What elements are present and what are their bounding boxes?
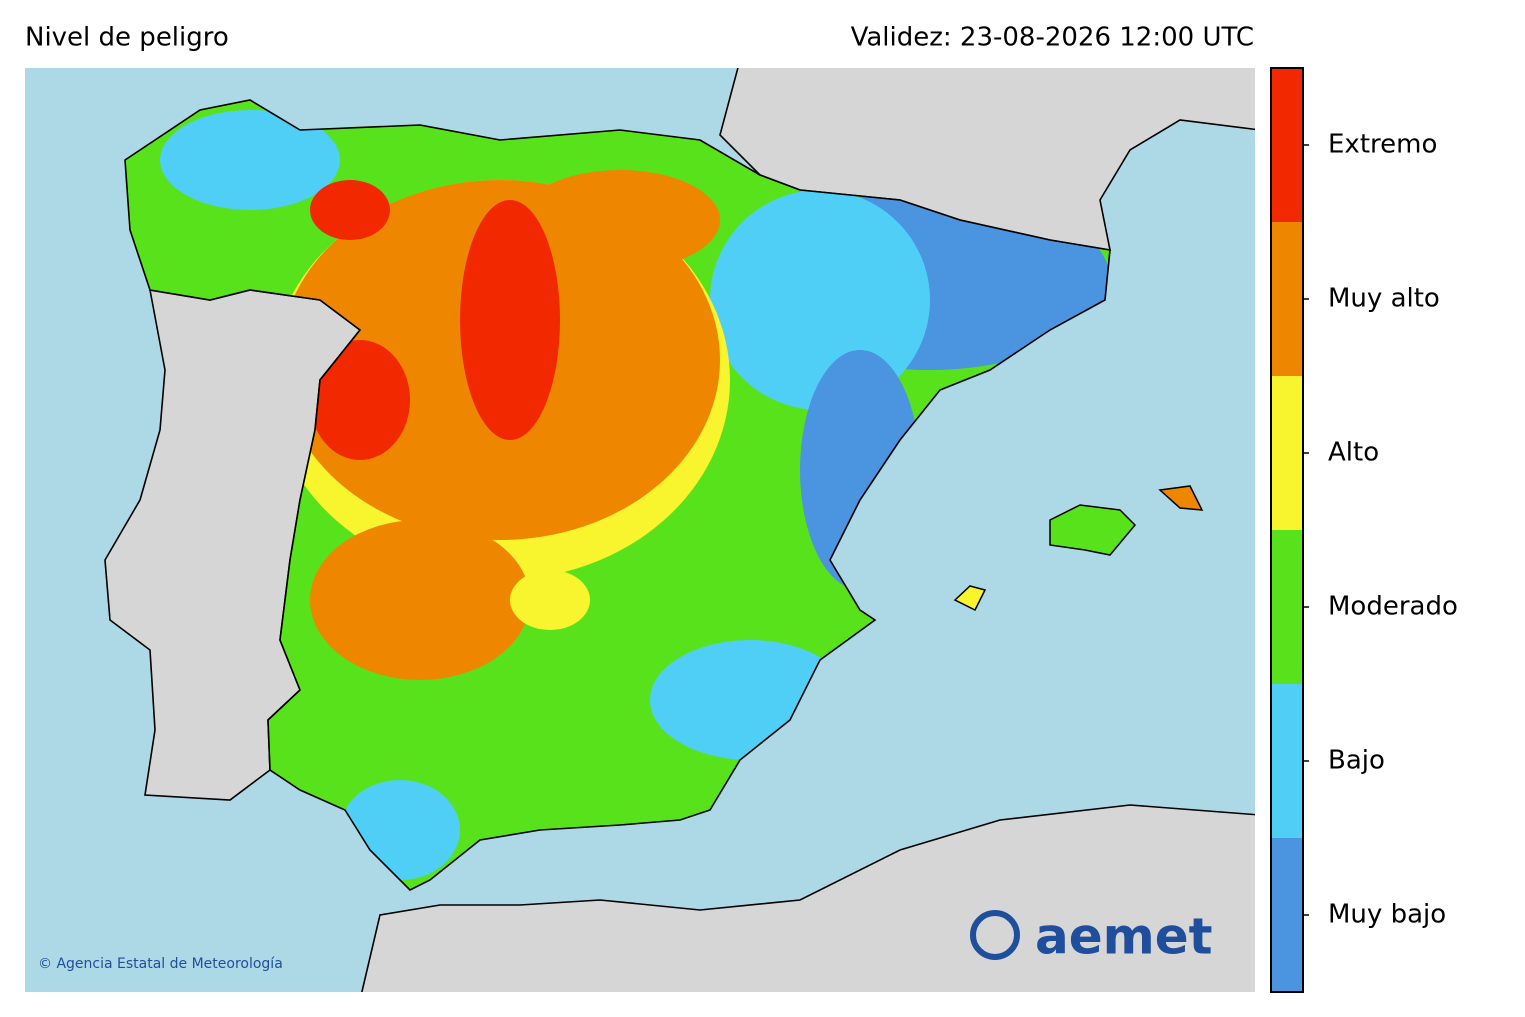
menorca <box>1158 485 1204 511</box>
logo-icon <box>970 910 1020 960</box>
colorbar-label: Extremo <box>1328 130 1437 160</box>
colorbar-label: Bajo <box>1328 746 1385 776</box>
colorbar-frame <box>1270 67 1304 993</box>
colorbar-label: Muy alto <box>1328 284 1440 314</box>
zone <box>510 570 590 630</box>
colorbar-segment <box>1271 222 1303 376</box>
colorbar-segment <box>1271 68 1303 222</box>
colorbar-segment <box>1271 684 1303 838</box>
spain-outline <box>124 99 1111 891</box>
copyright: © Agencia Estatal de Meteorología <box>38 956 283 972</box>
colorbar-label: Muy bajo <box>1328 900 1446 930</box>
zone <box>520 170 720 270</box>
zone <box>160 110 340 210</box>
zone <box>310 520 530 680</box>
colorbar-segment <box>1271 376 1303 530</box>
ibiza <box>953 585 987 612</box>
mallorca <box>1049 504 1137 556</box>
colorbar: Muy bajo Bajo Moderado Alto Muy alto Extremo <box>1270 67 1458 993</box>
zone <box>310 180 390 240</box>
zone <box>310 340 410 460</box>
map: © Agencia Estatal de Meteorología aemet <box>25 68 1255 992</box>
africa <box>361 804 1255 992</box>
zone <box>460 200 560 440</box>
colorbar-segment <box>1271 530 1303 684</box>
logo: aemet <box>1035 908 1213 966</box>
colorbar-segment <box>1271 838 1303 992</box>
colorbar-label: Moderado <box>1328 592 1458 622</box>
map-title: Nivel de peligro <box>25 23 229 53</box>
validity: Validez: 23-08-2026 12:00 UTC <box>851 23 1254 53</box>
colorbar-label: Alto <box>1328 438 1379 468</box>
